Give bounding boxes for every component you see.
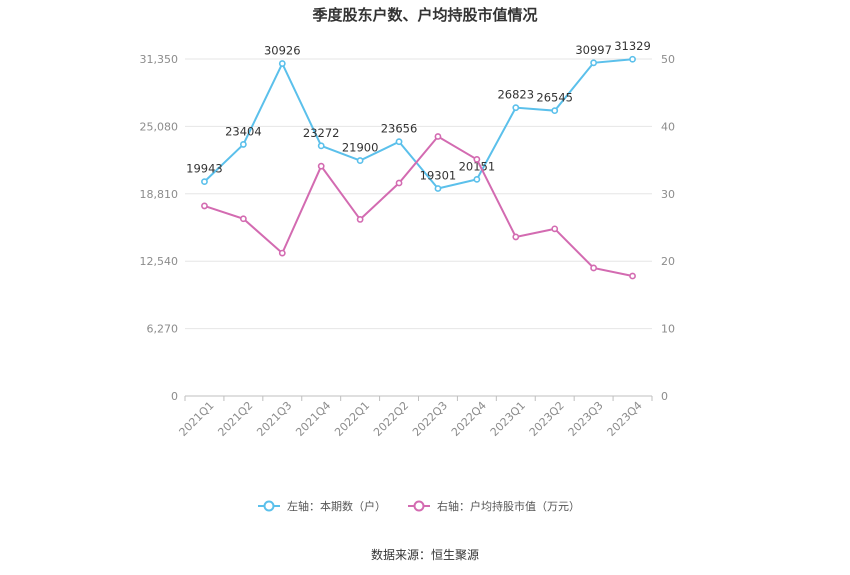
x-tick-label: 2021Q2 — [215, 399, 255, 439]
chart-title: 季度股东户数、户均持股市值情况 — [312, 6, 537, 24]
gridlines — [185, 58, 652, 330]
data-point — [239, 215, 247, 223]
data-label: 19301 — [420, 169, 457, 183]
data-point — [395, 138, 403, 146]
legend-label: 左轴：本期数（户） — [287, 499, 386, 513]
data-point — [512, 233, 520, 241]
legend-item: 左轴：本期数（户） — [258, 499, 386, 513]
data-label: 30926 — [264, 44, 301, 58]
data-label: 30997 — [575, 43, 612, 57]
data-point — [473, 156, 481, 163]
data-point — [512, 104, 520, 112]
legend: 左轴：本期数（户） 右轴：户均持股市值（万元） — [258, 499, 580, 513]
legend-item: 右轴：户均持股市值（万元） — [408, 499, 580, 513]
data-point — [434, 133, 442, 140]
data-label: 23272 — [303, 126, 340, 140]
right-tick-label: 0 — [661, 390, 668, 403]
left-tick-label: 18,810 — [140, 188, 179, 201]
data-label: 19943 — [186, 162, 223, 176]
x-tick-label: 2022Q1 — [332, 399, 372, 439]
data-point — [590, 59, 598, 67]
data-point — [434, 185, 442, 192]
x-tick-label: 2022Q2 — [371, 399, 411, 439]
legend-swatch-marker — [263, 500, 275, 512]
x-axis: 2021Q12021Q22021Q32021Q42022Q12022Q22022… — [177, 395, 653, 439]
x-tick-label: 2023Q4 — [605, 399, 645, 439]
data-label: 31329 — [614, 39, 651, 53]
data-label: 23404 — [225, 124, 262, 138]
x-tick-label: 2022Q3 — [410, 399, 450, 439]
right-tick-label: 40 — [661, 120, 675, 133]
data-point — [317, 162, 325, 170]
right-tick-label: 10 — [661, 323, 675, 336]
x-tick-label: 2021Q4 — [293, 399, 333, 439]
data-point — [473, 175, 481, 183]
data-point — [551, 225, 559, 233]
data-point — [356, 216, 364, 223]
data-point — [395, 179, 403, 187]
right-tick-label: 50 — [661, 53, 675, 66]
x-tick-label: 2021Q1 — [177, 399, 217, 439]
left-tick-label: 0 — [171, 390, 178, 403]
data-label: 20151 — [459, 159, 496, 173]
data-label: 21900 — [342, 141, 379, 155]
series-right — [201, 133, 636, 280]
data-point — [629, 272, 636, 280]
x-tick-label: 2023Q2 — [527, 399, 567, 439]
data-label: 26545 — [536, 91, 573, 105]
series-line — [203, 58, 633, 190]
left-tick-label: 31,350 — [140, 53, 179, 66]
x-tick-label: 2023Q3 — [566, 399, 606, 439]
left-tick-label: 12,540 — [140, 255, 179, 268]
x-tick-label: 2023Q1 — [488, 399, 528, 439]
data-point — [278, 60, 286, 67]
legend-swatch-marker — [413, 500, 425, 512]
source-note: 数据来源：恒生聚源 — [371, 547, 479, 562]
legend-label: 右轴：户均持股市值（万元） — [437, 499, 580, 513]
x-tick-label: 2021Q3 — [254, 399, 294, 439]
data-label: 23656 — [381, 122, 418, 136]
data-point — [551, 107, 559, 115]
data-point — [201, 178, 208, 186]
right-axis: 0 10 20 30 40 50 — [661, 53, 675, 403]
series-line — [204, 135, 633, 278]
right-tick-label: 30 — [661, 188, 675, 201]
data-label: 26823 — [497, 88, 534, 102]
x-tick-label: 2022Q4 — [449, 399, 489, 439]
data-point — [201, 202, 208, 210]
data-point — [239, 141, 247, 148]
left-tick-label: 6,270 — [147, 323, 179, 336]
data-point — [356, 157, 364, 164]
right-tick-label: 20 — [661, 255, 675, 268]
data-point — [590, 264, 598, 272]
left-axis: 0 6,270 12,540 18,810 25,080 31,350 — [140, 53, 179, 403]
data-point — [629, 55, 636, 63]
data-point — [317, 142, 325, 150]
data-point — [278, 249, 286, 257]
left-tick-label: 25,080 — [140, 120, 179, 133]
